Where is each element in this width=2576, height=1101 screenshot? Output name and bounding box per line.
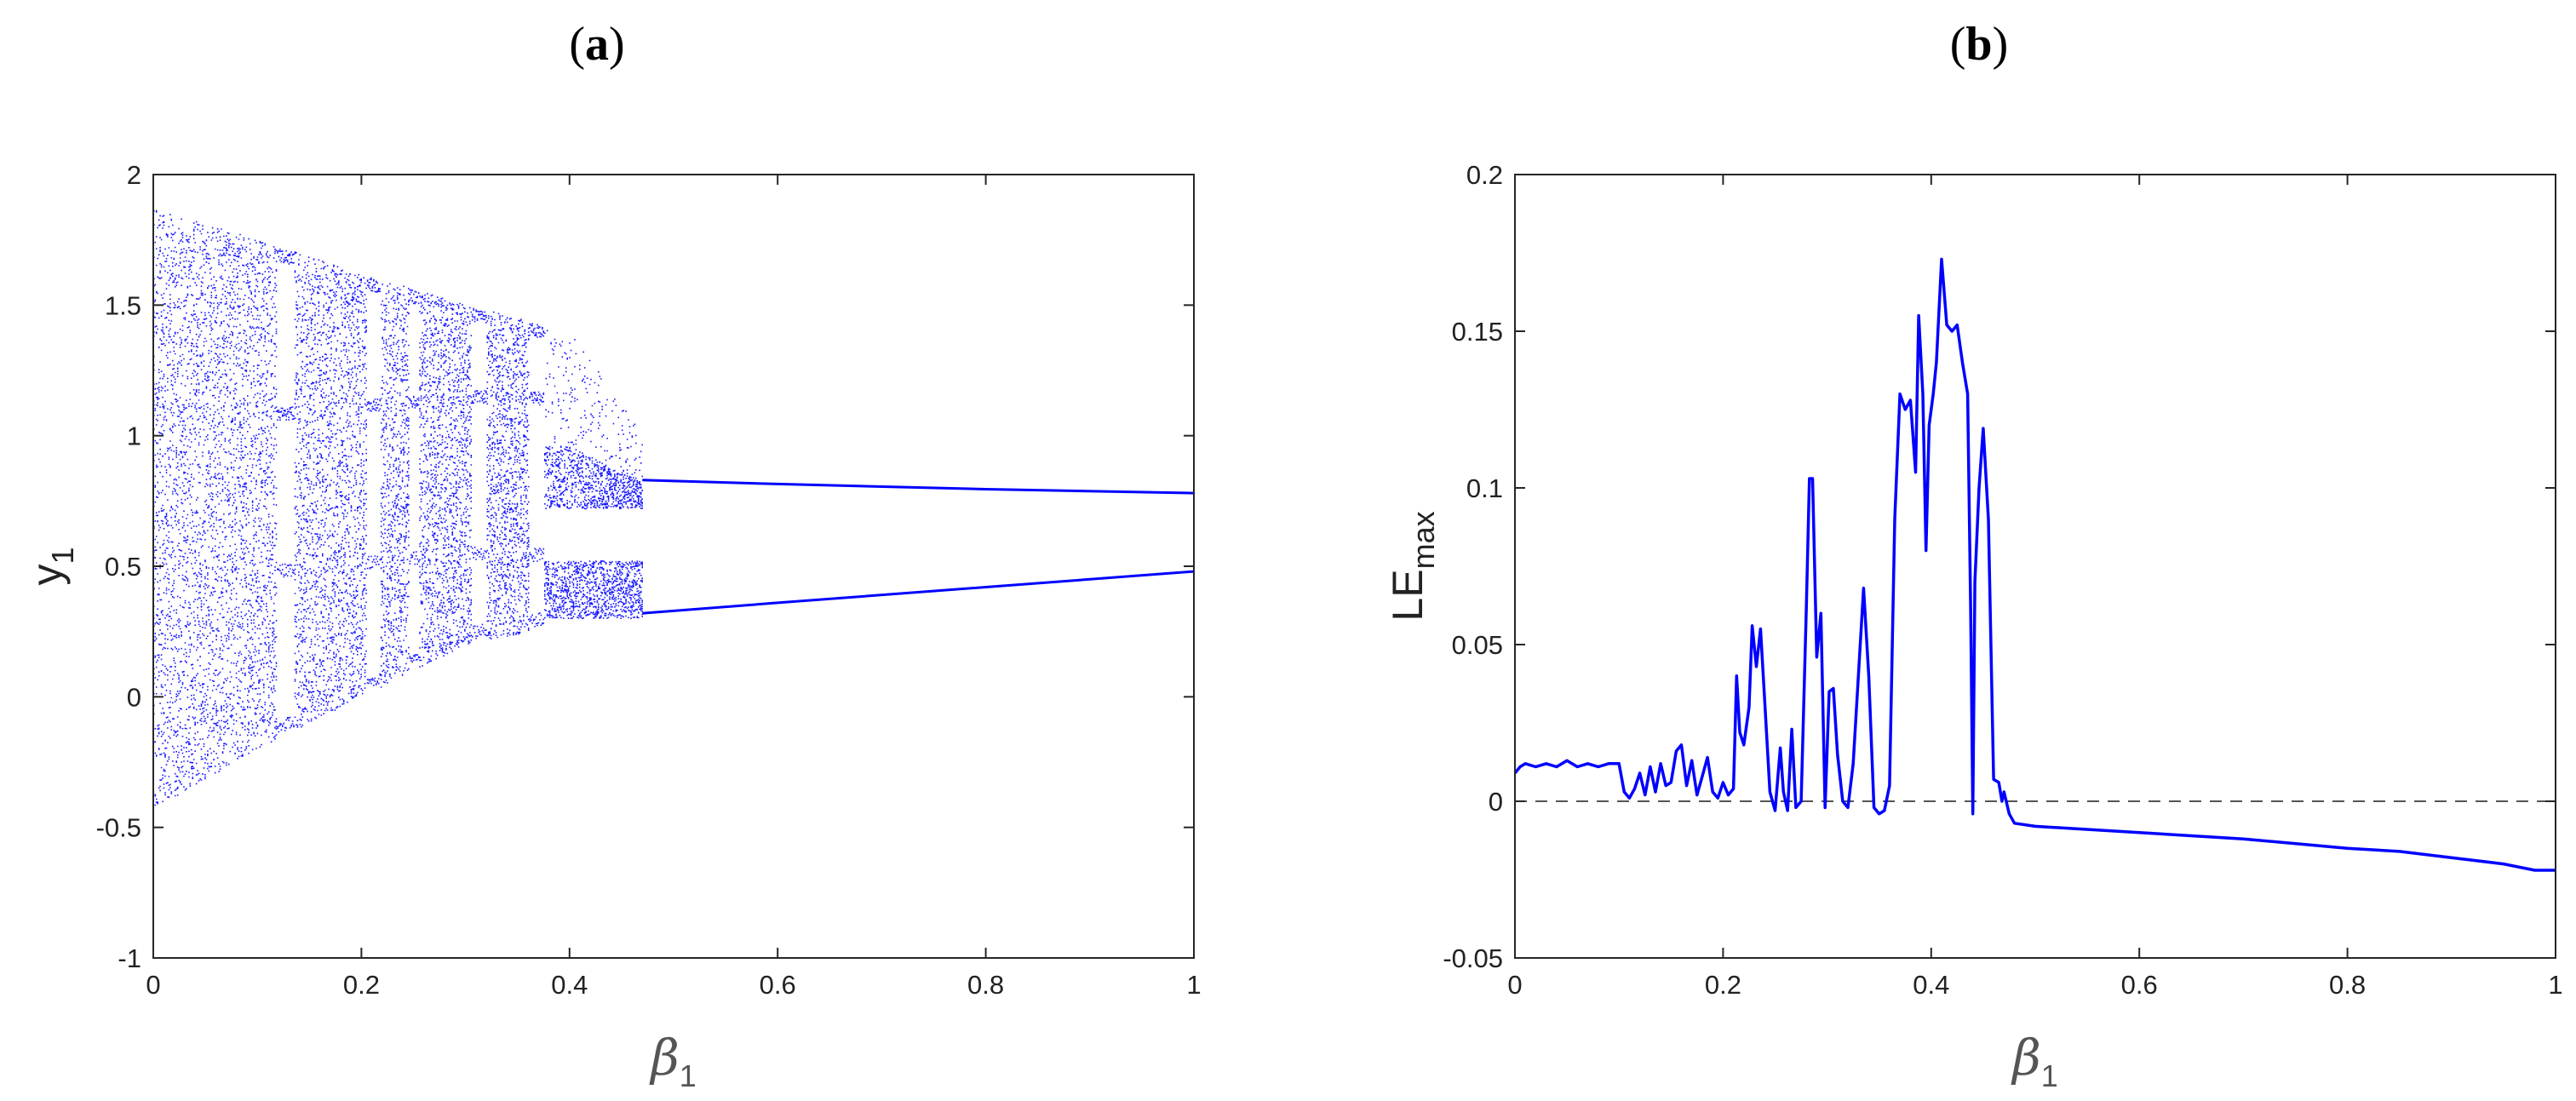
y-axis-ticks: -1 -0.5 0 0.5 1 1.5 2 [96, 160, 1194, 973]
y-tick-label: -0.05 [1443, 943, 1503, 973]
y-tick-label: 0.15 [1452, 317, 1503, 347]
x-axis-label: β1 [2011, 1029, 2058, 1093]
plot-frame [152, 174, 1195, 959]
y-axis-label: LEmax [1384, 511, 1441, 621]
y-tick-label: 0.05 [1452, 630, 1503, 660]
bifurcation-chart: 0 0.2 0.4 0.6 0.8 1 -1 -0.5 0 0.5 1 1.5 2 y1 β1 [23, 160, 1202, 1093]
y-tick-label: 0 [127, 682, 141, 712]
y-tick-label: 0.1 [1466, 473, 1503, 503]
period-two-branches [642, 479, 1195, 615]
x-tick-label: 1 [1186, 970, 1201, 1000]
x-tick-label: 0 [1507, 970, 1522, 1000]
y-axis-ticks: -0.05 0 0.05 0.1 0.15 0.2 [1443, 160, 2556, 973]
y-tick-label: 1 [127, 421, 141, 451]
x-tick-label: 0.2 [343, 970, 380, 1000]
x-tick-label: 0.4 [551, 970, 588, 1000]
plot-frame [1514, 174, 2556, 959]
x-axis-label: β1 [649, 1029, 697, 1093]
x-tick-label: 0.8 [967, 970, 1004, 1000]
y-tick-label: 0.2 [1466, 160, 1503, 190]
scatter-cloud [153, 209, 643, 806]
branch-lower [642, 570, 1195, 615]
branch-upper [642, 479, 1195, 495]
lyapunov-exponent-line [1513, 257, 2556, 872]
y-tick-label: -0.5 [96, 813, 141, 843]
y-tick-label: 2 [127, 160, 141, 190]
y-axis-label: y1 [23, 547, 80, 585]
y-tick-label: -1 [118, 943, 141, 973]
x-tick-label: 1 [2548, 970, 2562, 1000]
x-tick-label: 0.6 [760, 970, 796, 1000]
panel-label-b: (b) [1950, 18, 2008, 71]
x-tick-label: 0.4 [1913, 970, 1949, 1000]
x-tick-label: 0.2 [1705, 970, 1741, 1000]
x-tick-label: 0.8 [2329, 970, 2366, 1000]
x-tick-label: 0 [146, 970, 160, 1000]
y-tick-label: 0 [1489, 787, 1503, 817]
bifurcation-points [153, 209, 643, 806]
x-axis-ticks: 0 0.2 0.4 0.6 0.8 1 [1507, 175, 2563, 1000]
x-tick-label: 0.6 [2121, 970, 2158, 1000]
panel-label-a: (a) [569, 18, 624, 71]
y-tick-label: 1.5 [105, 290, 141, 320]
y-tick-label: 0.5 [105, 552, 141, 582]
x-axis-ticks: 0 0.2 0.4 0.6 0.8 1 [146, 175, 1202, 1000]
